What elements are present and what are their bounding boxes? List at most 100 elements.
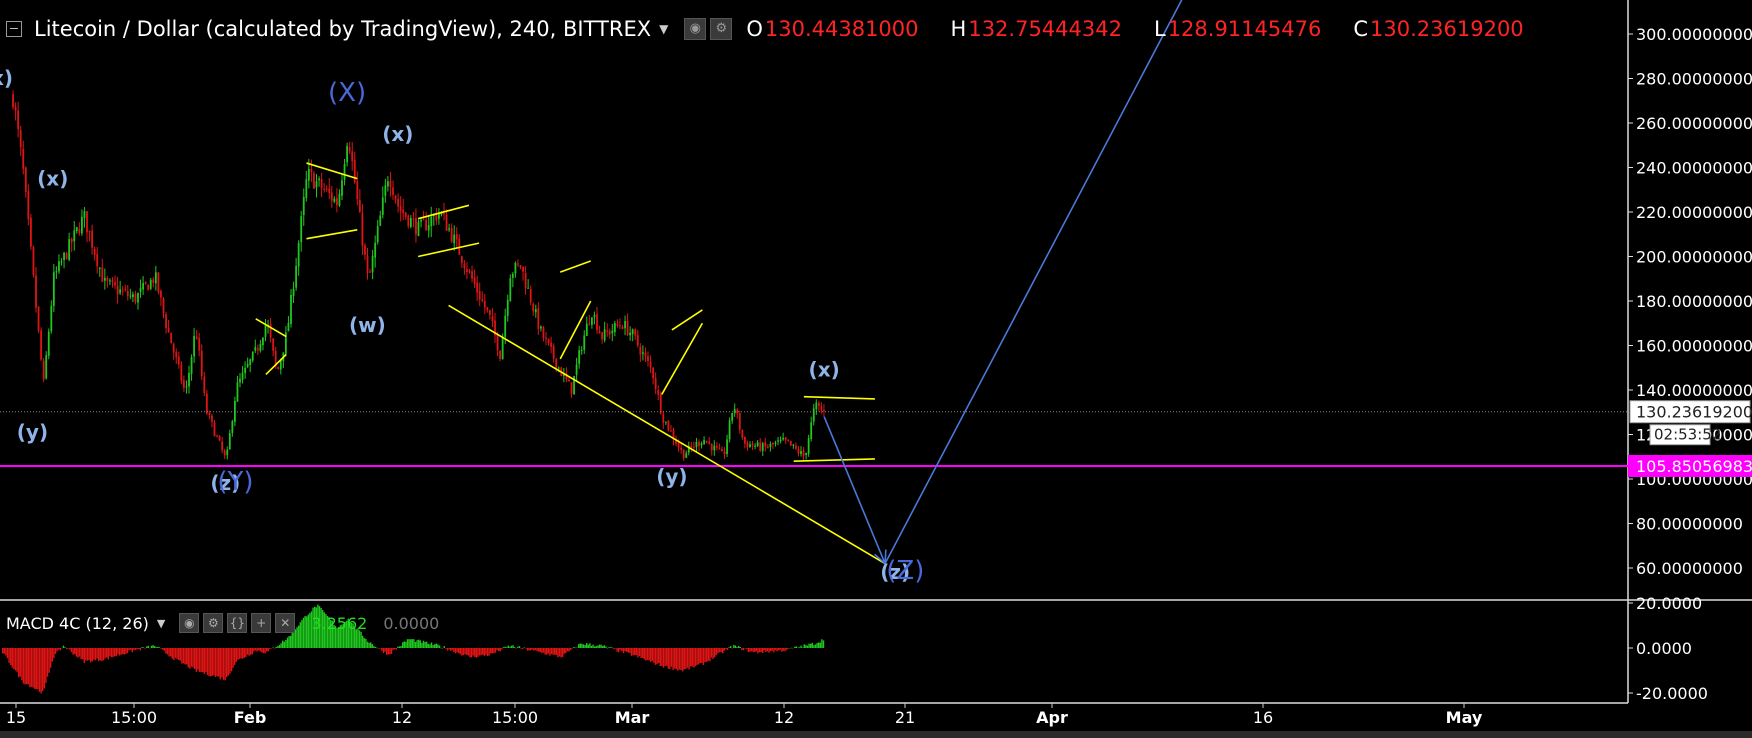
macd-bar: [13, 648, 15, 670]
macd-bar: [294, 629, 297, 648]
candle-body: [634, 329, 637, 336]
macd-bar: [376, 647, 378, 649]
candle: [537, 302, 540, 335]
macd-bar: [779, 648, 781, 650]
candle-body: [246, 364, 249, 367]
candle-body: [295, 265, 297, 288]
macd-bar: [587, 644, 589, 648]
macd-bar: [98, 648, 100, 662]
macd-bar: [24, 648, 26, 685]
candle: [460, 255, 463, 268]
macd-bar: [656, 648, 658, 665]
candle: [802, 446, 805, 461]
macd-bar: [462, 648, 465, 656]
candle: [323, 183, 326, 193]
candle: [310, 159, 313, 182]
candle-body: [580, 350, 583, 352]
candle-body: [172, 344, 175, 353]
candle-body: [313, 173, 315, 189]
candle-body: [751, 443, 754, 446]
candle-body: [412, 218, 415, 220]
macd-bar: [813, 645, 815, 648]
candle-body: [499, 350, 501, 359]
macd-value-2: 0.0000: [383, 613, 440, 633]
candle: [203, 371, 206, 397]
candle: [193, 328, 195, 363]
wave-label: (y): [656, 464, 687, 488]
close-icon[interactable]: ✕: [275, 613, 296, 633]
candle-body: [815, 402, 818, 410]
symbol-dropdown-icon[interactable]: ▼: [659, 22, 669, 36]
candle: [231, 419, 234, 437]
macd-bar: [474, 648, 476, 657]
candle-body: [511, 273, 514, 278]
candle: [147, 284, 150, 291]
candle-body: [557, 367, 560, 369]
macd-bar: [238, 648, 241, 659]
plus-icon[interactable]: +: [251, 613, 272, 633]
macd-bar: [616, 648, 618, 652]
gear-icon[interactable]: ⚙: [710, 18, 733, 40]
macd-bar: [293, 631, 295, 648]
candle-body: [297, 242, 300, 267]
candle: [746, 440, 749, 451]
macd-bar: [653, 648, 655, 663]
macd-bar: [715, 648, 717, 656]
macd-bar: [130, 648, 132, 650]
macd-bar: [53, 648, 55, 659]
candle: [126, 284, 129, 301]
macd-bar: [176, 648, 178, 660]
gear-icon[interactable]: ⚙: [203, 613, 224, 633]
braces-icon[interactable]: {}: [227, 613, 248, 633]
candle-body: [805, 453, 807, 455]
macd-bar: [195, 648, 197, 672]
collapse-icon[interactable]: [6, 21, 22, 37]
macd-bar: [211, 648, 213, 676]
candle: [606, 323, 609, 337]
macd-bar: [536, 648, 538, 652]
candle: [226, 446, 229, 460]
macd-bar: [182, 648, 185, 664]
macd-bar: [174, 648, 177, 658]
candle: [644, 347, 647, 363]
macd-bar: [168, 648, 170, 657]
candle-body: [764, 442, 767, 447]
macd-bar: [798, 647, 801, 648]
candle: [81, 209, 83, 236]
candle: [624, 315, 626, 336]
candle-body: [88, 230, 91, 233]
macd-bar: [29, 648, 31, 688]
macd-bar: [448, 648, 450, 650]
candle: [121, 285, 124, 296]
candle-body: [251, 351, 254, 361]
macd-bar: [563, 648, 565, 654]
candle-body: [820, 406, 823, 410]
macd-histogram: [2, 604, 825, 694]
candle: [795, 442, 797, 451]
price-tick-label: 60.00000000: [1636, 559, 1743, 578]
candle: [733, 403, 736, 417]
macd-bar: [674, 648, 676, 669]
candle-body: [542, 327, 545, 338]
candle: [593, 311, 596, 325]
candle: [476, 275, 479, 302]
macd-bar: [515, 648, 517, 649]
eye-icon[interactable]: ◉: [179, 613, 200, 633]
candle-body: [789, 440, 792, 446]
eye-icon[interactable]: ◉: [684, 18, 707, 40]
candle-body: [473, 277, 476, 285]
candle: [83, 207, 86, 228]
candle: [384, 178, 387, 203]
candle: [412, 211, 415, 228]
macd-bar: [797, 647, 799, 649]
macd-bar: [784, 648, 786, 652]
indicator-dropdown-icon[interactable]: ▼: [156, 616, 166, 630]
candle-body: [568, 379, 570, 382]
candle: [86, 211, 88, 243]
pattern-lines: [255, 162, 875, 462]
candle: [708, 437, 711, 445]
pattern-line: [559, 300, 592, 360]
candle: [751, 441, 754, 451]
candle-body: [443, 213, 445, 215]
macd-bar: [368, 642, 370, 648]
